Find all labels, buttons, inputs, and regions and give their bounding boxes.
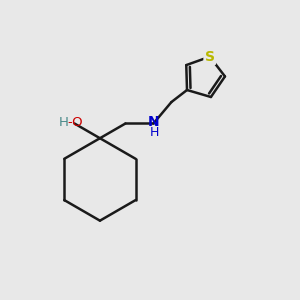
Text: N: N xyxy=(148,115,160,129)
Text: -O: -O xyxy=(67,116,83,128)
Text: H: H xyxy=(59,116,69,128)
Text: S: S xyxy=(205,50,215,64)
Text: H: H xyxy=(150,126,160,139)
